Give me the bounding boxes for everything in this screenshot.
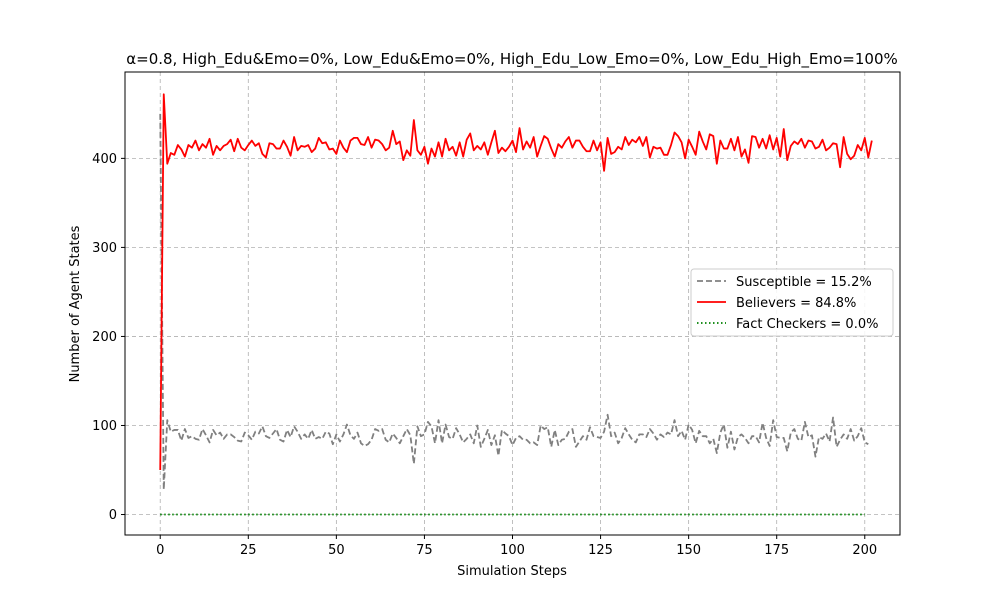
- legend-box: [690, 268, 894, 337]
- x-tick-label: 25: [240, 543, 257, 558]
- y-tick-label: 0: [109, 508, 117, 523]
- legend-susceptible-label: Susceptible = 15.2%: [736, 275, 872, 290]
- y-tick-label: 300: [92, 241, 117, 256]
- x-tick-label: 175: [764, 543, 789, 558]
- legend-believers-label: Believers = 84.8%: [736, 296, 856, 311]
- chart-title: α=0.8, High_Edu&Emo=0%, Low_Edu&Emo=0%, …: [126, 50, 898, 69]
- x-tick-label: 50: [328, 543, 345, 558]
- legend: Susceptible = 15.2% Believers = 84.8% Fa…: [690, 268, 894, 337]
- series-lines: [159, 93, 873, 516]
- legend-fact-checkers-label: Fact Checkers = 0.0%: [736, 317, 878, 332]
- y-tick-label: 400: [92, 152, 117, 167]
- y-axis-ticks: 0 100 200 300 400: [92, 152, 125, 523]
- y-axis-label: Number of Agent States: [68, 225, 83, 382]
- y-tick-label: 200: [92, 330, 117, 345]
- x-axis-ticks: 0 25 50 75 100 125 150 175 200: [156, 535, 877, 558]
- x-axis-label: Simulation Steps: [457, 564, 567, 579]
- believers-line: [159, 93, 873, 471]
- x-tick-label: 125: [588, 543, 613, 558]
- x-tick-label: 75: [416, 543, 433, 558]
- susceptible-line: [159, 113, 869, 491]
- y-tick-label: 100: [92, 419, 117, 434]
- x-tick-label: 100: [500, 543, 525, 558]
- x-tick-label: 150: [676, 543, 701, 558]
- x-tick-label: 200: [852, 543, 877, 558]
- x-tick-label: 0: [156, 543, 164, 558]
